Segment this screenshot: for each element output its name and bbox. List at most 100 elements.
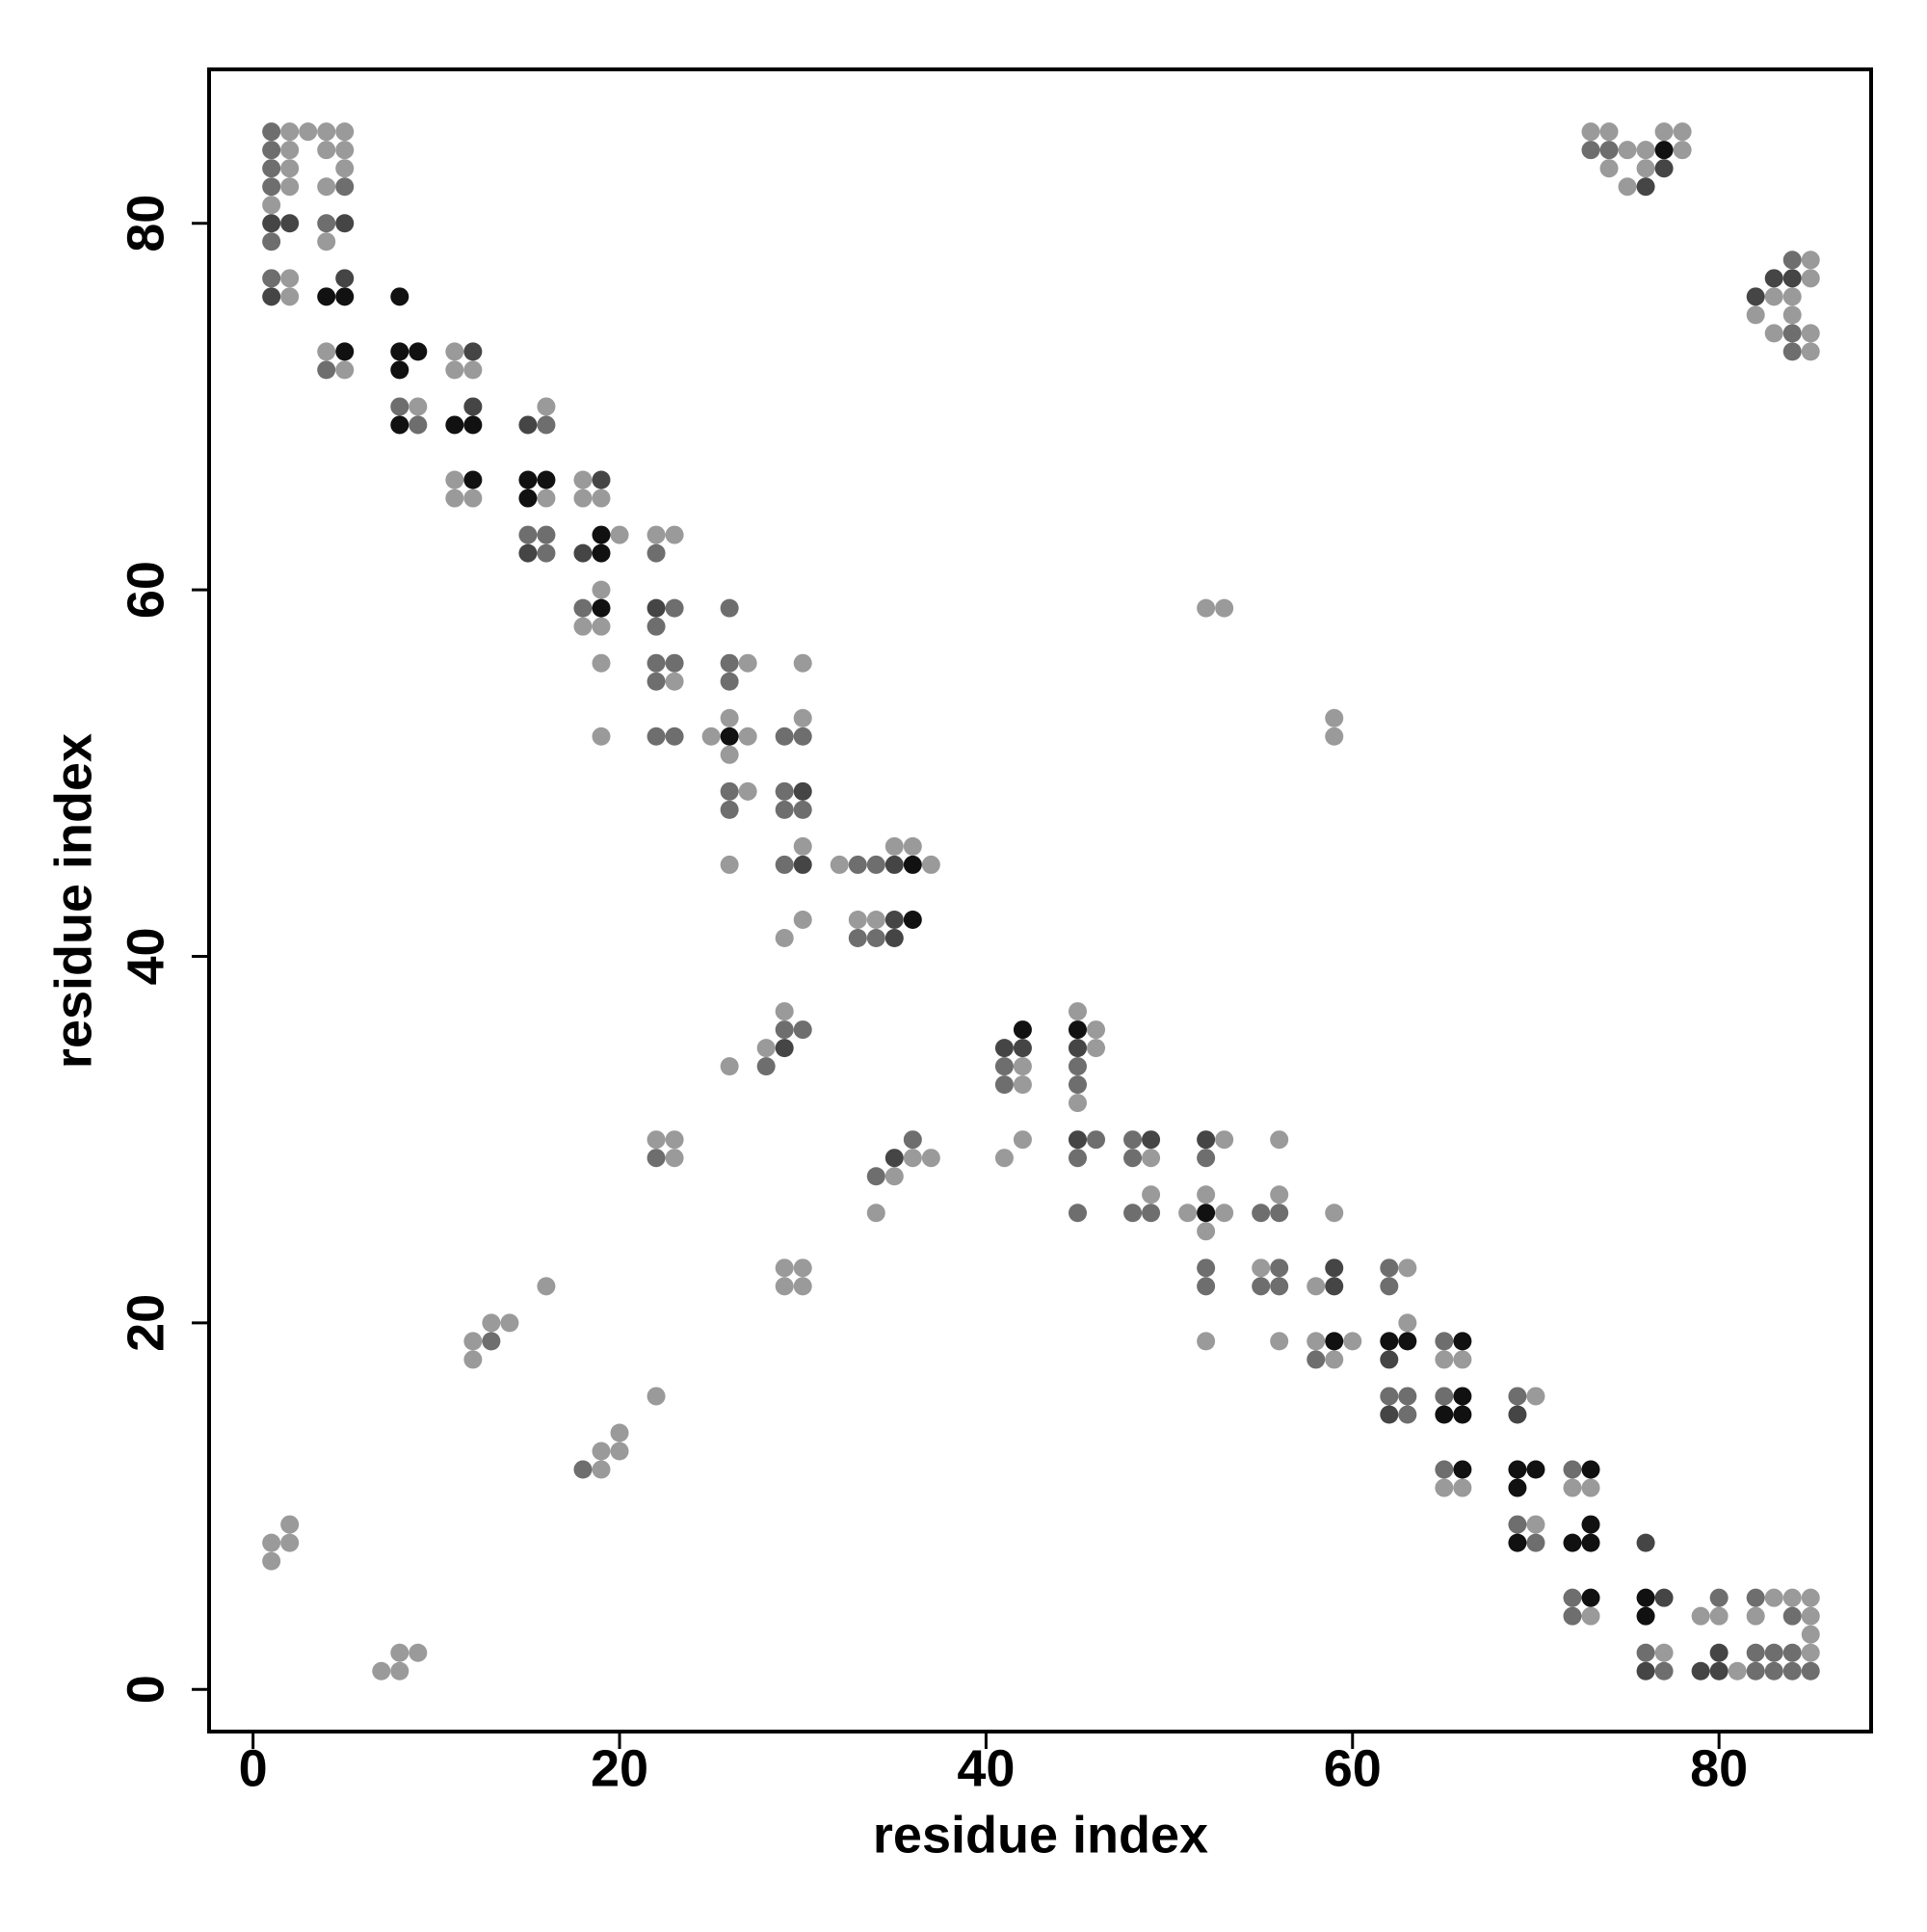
point: [1197, 1130, 1216, 1150]
point: [262, 1551, 281, 1571]
point: [647, 1149, 666, 1168]
point: [665, 727, 684, 746]
point: [775, 1039, 794, 1058]
point: [537, 489, 556, 508]
point: [848, 910, 867, 929]
point: [793, 727, 812, 746]
point: [1123, 1130, 1143, 1150]
point: [1746, 1661, 1765, 1681]
point: [1435, 1478, 1454, 1497]
point: [592, 489, 611, 508]
point: [903, 836, 922, 856]
point: [1343, 1332, 1362, 1351]
point: [317, 141, 336, 160]
point: [1453, 1405, 1472, 1424]
point: [1197, 1277, 1216, 1296]
point: [1801, 1588, 1820, 1607]
x-tick-label: 40: [957, 1739, 1015, 1797]
point: [775, 855, 794, 874]
point: [1325, 1258, 1344, 1278]
point: [1801, 324, 1820, 343]
point: [1435, 1405, 1454, 1424]
point: [720, 727, 739, 746]
point: [1563, 1533, 1582, 1552]
point: [390, 287, 409, 306]
point: [1654, 1588, 1674, 1607]
point: [848, 928, 867, 947]
point: [866, 910, 885, 929]
point: [1801, 269, 1820, 288]
point: [1618, 141, 1637, 160]
point: [994, 1149, 1014, 1168]
point: [1142, 1185, 1161, 1204]
point: [592, 653, 611, 673]
point: [445, 489, 464, 508]
point: [518, 470, 538, 490]
point: [463, 342, 483, 361]
point: [518, 415, 538, 435]
point: [1782, 324, 1802, 343]
point: [1435, 1460, 1454, 1479]
point: [793, 800, 812, 819]
point: [793, 855, 812, 874]
x-axis-title: residue index: [873, 1806, 1208, 1864]
point: [1746, 1588, 1765, 1607]
point: [1453, 1387, 1472, 1406]
point: [1526, 1515, 1545, 1534]
point: [775, 1002, 794, 1021]
point: [482, 1313, 501, 1333]
point: [756, 1039, 776, 1058]
point: [1453, 1478, 1472, 1497]
point: [1782, 269, 1802, 288]
point: [1252, 1277, 1271, 1296]
point: [701, 727, 721, 746]
point: [720, 800, 739, 819]
point: [610, 1442, 629, 1461]
point: [793, 653, 812, 673]
point: [610, 1423, 629, 1442]
point: [592, 727, 611, 746]
point: [720, 1057, 739, 1076]
point: [1325, 1277, 1344, 1296]
point: [1636, 177, 1655, 197]
point: [1782, 251, 1802, 270]
point: [775, 1258, 794, 1278]
point: [463, 1350, 483, 1369]
point: [1453, 1350, 1472, 1369]
point: [1142, 1204, 1161, 1223]
point: [1508, 1515, 1527, 1534]
y-tick-label: 20: [117, 1294, 174, 1352]
point: [335, 122, 355, 142]
point: [994, 1039, 1014, 1058]
point: [1325, 708, 1344, 728]
point: [1013, 1039, 1032, 1058]
point: [1764, 1661, 1783, 1681]
point: [1197, 598, 1216, 618]
point: [592, 598, 611, 618]
point: [409, 415, 428, 435]
point: [884, 928, 904, 947]
point: [592, 525, 611, 544]
point: [1068, 1057, 1087, 1076]
point: [1801, 1625, 1820, 1644]
point: [1508, 1533, 1527, 1552]
point: [262, 141, 281, 160]
point: [903, 855, 922, 874]
point: [1728, 1661, 1747, 1681]
point: [775, 800, 794, 819]
point: [1764, 1643, 1783, 1662]
point: [793, 1258, 812, 1278]
point: [1599, 141, 1619, 160]
point: [665, 653, 684, 673]
point: [793, 708, 812, 728]
point: [1197, 1258, 1216, 1278]
point: [1636, 1606, 1655, 1626]
point: [1801, 1643, 1820, 1662]
point: [884, 855, 904, 874]
point: [647, 525, 666, 544]
point: [445, 342, 464, 361]
point: [463, 360, 483, 380]
point: [1380, 1258, 1399, 1278]
point: [793, 910, 812, 929]
point: [1746, 1643, 1765, 1662]
